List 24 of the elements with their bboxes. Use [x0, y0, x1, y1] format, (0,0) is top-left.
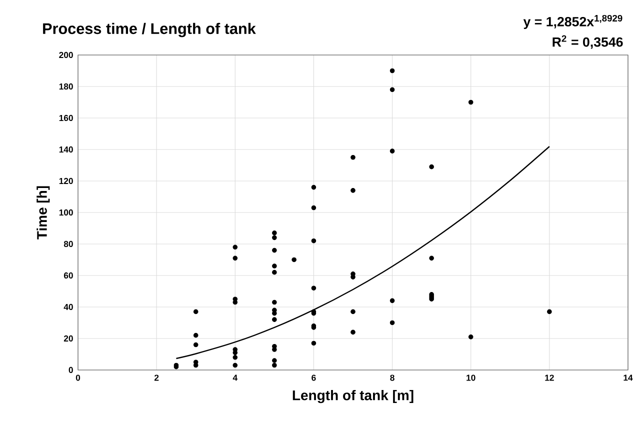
- y-tick-label: 20: [64, 335, 73, 342]
- y-tick-label: 120: [59, 178, 73, 184]
- x-tick-label: 2: [154, 374, 159, 381]
- x-axis-title: Length of tank [m]: [292, 390, 414, 404]
- x-tick-label: 12: [545, 374, 554, 381]
- y-tick-label: 180: [59, 83, 73, 90]
- y-tick-label: 0: [68, 366, 73, 374]
- chart-title: Process time / Length of tank: [43, 22, 256, 38]
- x-tick-label: 14: [624, 374, 633, 381]
- y-tick-label: 60: [64, 272, 73, 279]
- x-tick-label: 0: [76, 374, 80, 381]
- y-tick-label: 40: [64, 304, 73, 310]
- x-tick-label: 4: [232, 374, 238, 381]
- y-tick-label: 200: [59, 52, 73, 58]
- x-tick-label: 10: [466, 374, 476, 381]
- text: y = 1,2852x$^{1,8929}$: [523, 14, 622, 30]
- x-tick-label: 8: [390, 374, 394, 381]
- y-axis-title: Time [h]: [36, 186, 50, 240]
- y-tick-label: 160: [59, 114, 73, 122]
- y-tick-label: 100: [59, 209, 73, 216]
- x-tick-label: 6: [312, 374, 316, 381]
- y-tick-label: 140: [59, 146, 73, 153]
- text: R$^{2}$ = 0,3546: [552, 35, 623, 49]
- y-tick-label: 80: [64, 240, 73, 248]
